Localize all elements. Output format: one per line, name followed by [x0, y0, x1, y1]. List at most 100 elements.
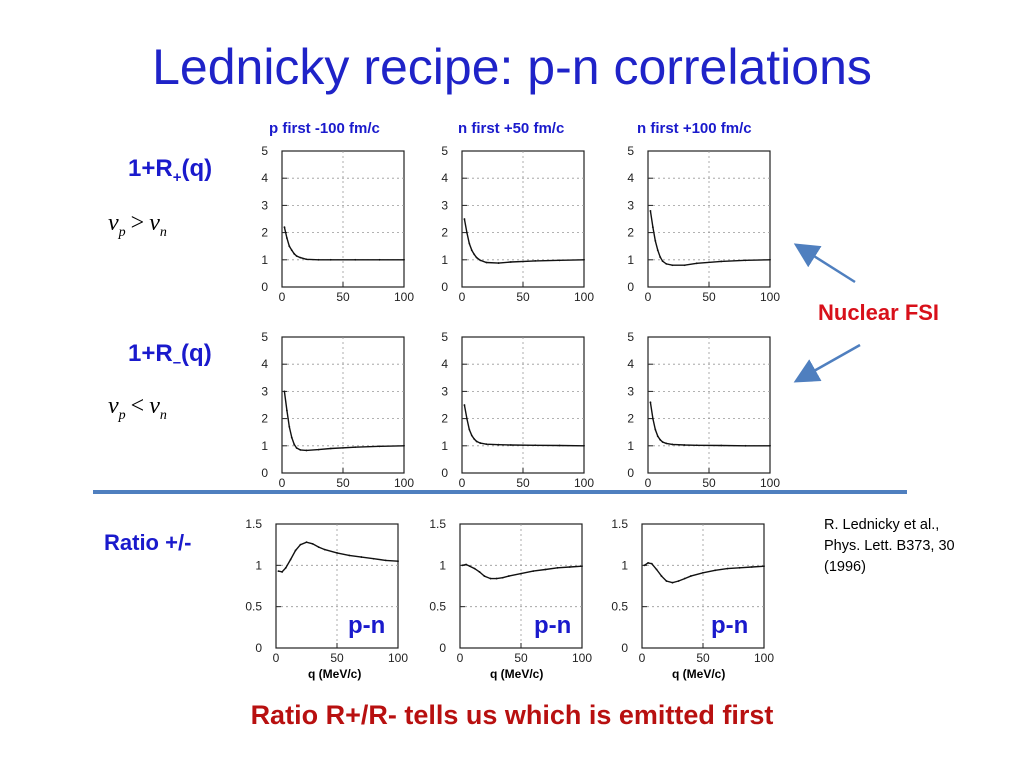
data-point — [283, 226, 286, 229]
line-chart: 0 50 100 0 1 2 3 4 5 — [627, 330, 780, 490]
x-tick-label: 100 — [760, 290, 780, 304]
data-point — [720, 444, 723, 447]
data-point — [649, 401, 652, 404]
conclusion-text: Ratio R+/R- tells us which is emitted fi… — [250, 700, 774, 730]
data-point — [659, 438, 662, 441]
y-tick-label: 1 — [255, 558, 262, 572]
x-tick-label: 100 — [574, 290, 594, 304]
data-point — [534, 259, 537, 262]
data-point — [654, 428, 657, 431]
data-point — [568, 566, 571, 568]
x-tick-label: 100 — [574, 476, 594, 490]
data-point — [285, 237, 288, 239]
data-point — [397, 560, 399, 563]
data-point — [489, 577, 492, 580]
x-tick-label: 0 — [639, 651, 646, 665]
condition-vp-less-vn: vp < vn — [108, 393, 167, 423]
data-point — [473, 438, 476, 440]
y-tick-label: 5 — [441, 330, 448, 344]
data-point — [288, 425, 291, 428]
y-tick-label: 4 — [627, 357, 634, 371]
data-point — [689, 575, 692, 577]
x-tick-label: 100 — [754, 651, 774, 665]
data-point — [463, 218, 466, 220]
data-point — [702, 571, 704, 574]
y-tick-label: 4 — [261, 357, 268, 371]
data-point — [665, 262, 668, 265]
citation: R. Lednicky et al., Phys. Lett. B373, 30… — [824, 515, 955, 578]
data-point — [465, 231, 468, 234]
data-point — [534, 444, 537, 447]
data-point — [283, 390, 286, 393]
data-point — [654, 239, 657, 242]
data-point — [507, 575, 510, 577]
data-point — [378, 258, 381, 261]
data-point — [556, 566, 559, 569]
data-point — [659, 256, 662, 258]
x-tick-label: 50 — [336, 290, 350, 304]
data-point — [683, 577, 686, 580]
data-point — [509, 444, 512, 446]
data-point — [475, 440, 478, 443]
series-line — [649, 210, 771, 266]
data-point — [354, 258, 357, 261]
series-line — [649, 402, 770, 447]
line-chart: 0 50 100 0 0.5 1 1.5 — [429, 517, 592, 665]
y-tick-label: 3 — [261, 384, 268, 398]
data-point — [738, 566, 741, 569]
data-point — [284, 566, 287, 569]
data-point — [677, 580, 680, 582]
y-tick-label: 4 — [441, 171, 448, 185]
data-point — [311, 542, 314, 545]
y-tick-label: 4 — [627, 171, 634, 185]
y-tick-label: 2 — [627, 226, 634, 240]
y-tick-label: 0 — [261, 280, 268, 294]
data-point — [348, 554, 351, 557]
plot-r-minus-n-first-100: 0 50 100 0 1 2 3 4 5 — [618, 330, 780, 490]
data-point — [497, 262, 500, 264]
arrow-up-icon — [793, 243, 856, 284]
data-point — [461, 564, 464, 567]
data-point — [305, 541, 308, 544]
x-tick-label: 50 — [514, 651, 528, 665]
data-point — [655, 568, 658, 571]
y-tick-label: 0.5 — [611, 600, 628, 614]
ratio-row-label: Ratio +/- — [104, 530, 192, 555]
data-point — [384, 559, 387, 562]
data-point — [468, 428, 471, 431]
data-point — [750, 566, 753, 568]
data-point — [478, 571, 481, 573]
data-point — [323, 548, 326, 551]
x-tick-label: 0 — [279, 290, 286, 304]
y-tick-label: 0 — [627, 466, 634, 480]
x-tick-label: 50 — [516, 290, 530, 304]
data-point — [317, 546, 320, 549]
data-point — [581, 565, 583, 568]
y-tick-label: 0 — [627, 280, 634, 294]
data-point — [558, 259, 561, 262]
data-point — [281, 571, 283, 573]
line-chart: 0 50 100 0 0.5 1 1.5 — [245, 517, 408, 665]
data-point — [329, 447, 332, 450]
y-tick-label: 0.5 — [245, 600, 262, 614]
data-point — [665, 580, 668, 582]
y-tick-label: 1.5 — [611, 517, 628, 531]
data-point — [277, 570, 280, 573]
data-point — [479, 442, 482, 444]
line-chart: 0 50 100 0 0.5 1 1.5 — [611, 517, 774, 665]
data-point — [671, 264, 674, 267]
data-point — [290, 436, 293, 439]
data-point — [695, 262, 698, 265]
arrow-down-icon — [793, 343, 861, 383]
series-line — [462, 563, 583, 580]
y-tick-label: 3 — [627, 384, 634, 398]
data-point — [463, 404, 466, 406]
data-point — [468, 565, 471, 568]
y-tick-label: 5 — [627, 330, 634, 344]
y-tick-label: 1 — [441, 253, 448, 267]
y-tick-label: 1 — [621, 558, 628, 572]
data-point — [509, 261, 512, 263]
data-point — [485, 261, 488, 264]
data-point — [544, 568, 547, 571]
